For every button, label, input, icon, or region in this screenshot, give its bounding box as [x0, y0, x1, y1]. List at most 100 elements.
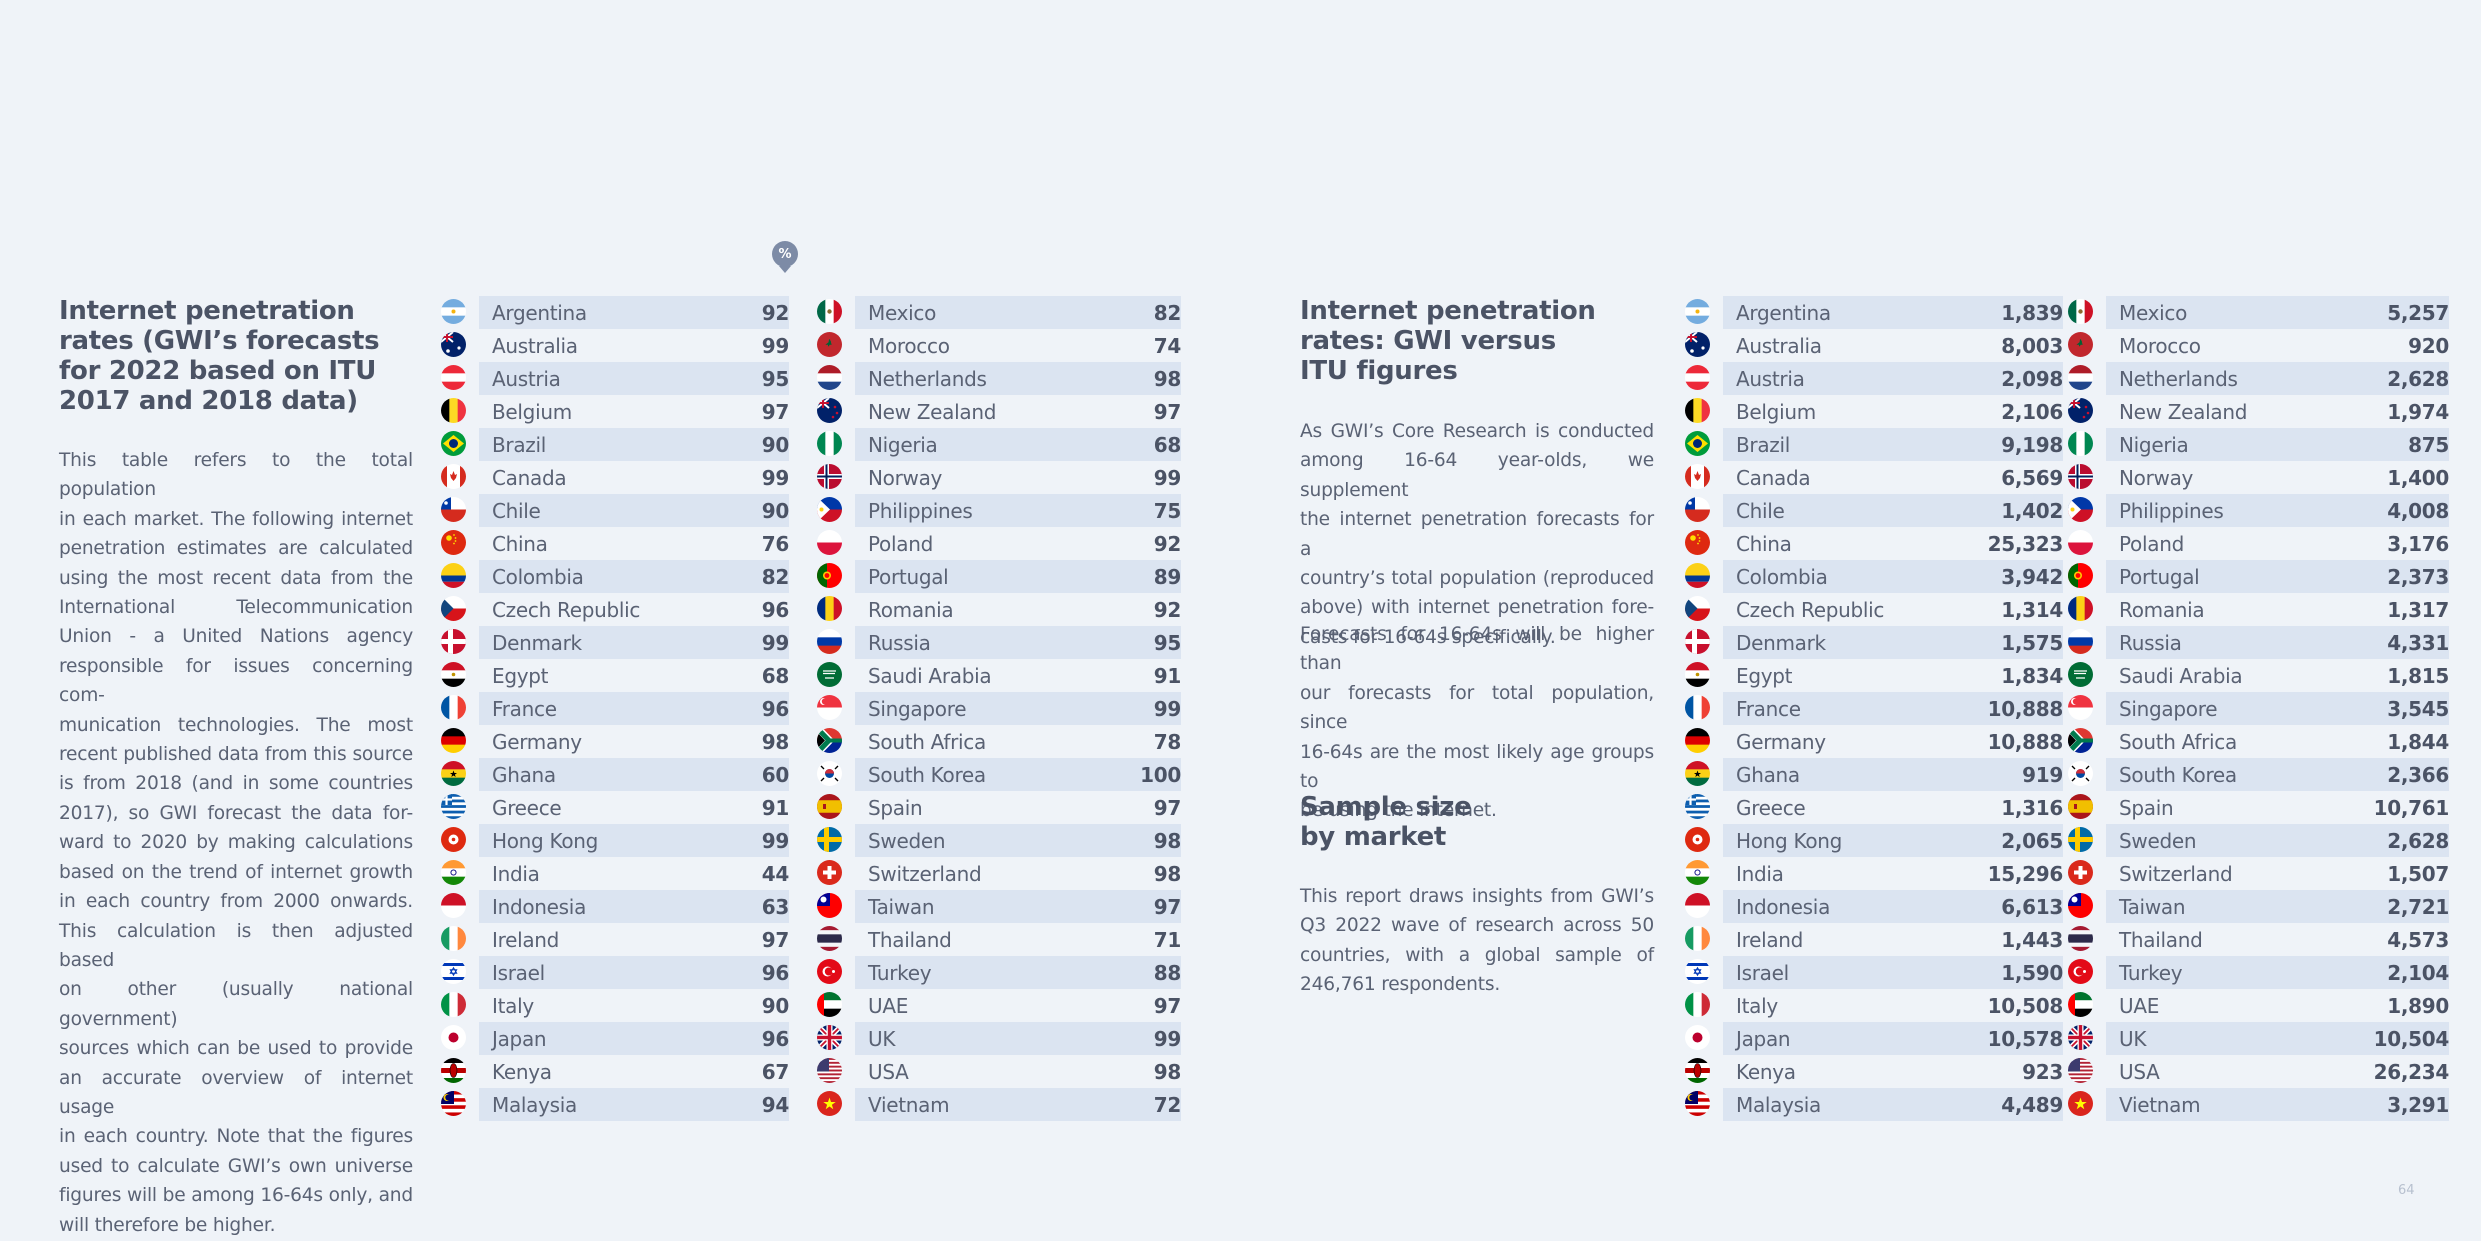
- row-value: 97: [1153, 795, 1182, 820]
- japan-flag-icon: [1685, 1025, 1710, 1050]
- row-cell: Russia 95: [855, 626, 1181, 659]
- row-cell: Netherlands 2,628: [2106, 362, 2449, 395]
- country-name: Brazil: [1736, 432, 1791, 457]
- italy-flag-icon: [441, 992, 466, 1017]
- row-value: 4,331: [2387, 630, 2449, 655]
- nigeria-flag-icon: [2068, 431, 2093, 456]
- row-value: 2,628: [2387, 366, 2449, 391]
- portugal-flag-icon: [817, 563, 842, 588]
- morocco-flag-icon: [2068, 332, 2093, 357]
- row-cell: UAE 1,890: [2106, 989, 2449, 1022]
- country-name: Australia: [1736, 333, 1822, 358]
- row-value: 2,721: [2387, 894, 2449, 919]
- country-name: UAE: [2119, 993, 2160, 1018]
- row-cell: Canada 6,569: [1723, 461, 2063, 494]
- australia-flag-icon: [1685, 332, 1710, 357]
- row-value: 90: [761, 498, 790, 523]
- row-cell: Switzerland 1,507: [2106, 857, 2449, 890]
- nigeria-flag-icon: [817, 431, 842, 456]
- country-name: Malaysia: [1736, 1092, 1821, 1117]
- canada-flag-icon: [1685, 464, 1710, 489]
- poland-flag-icon: [2068, 530, 2093, 555]
- row-cell: India 15,296: [1723, 857, 2063, 890]
- row-value: 5,257: [2387, 300, 2449, 325]
- paragraph-line: on other (usually national government): [59, 979, 413, 1030]
- country-name: UK: [868, 1026, 896, 1051]
- czech-flag-icon: [1685, 596, 1710, 621]
- country-name: Nigeria: [868, 432, 938, 457]
- country-name: Thailand: [2119, 927, 2203, 952]
- row-cell: Romania 1,317: [2106, 593, 2449, 626]
- row-cell: Italy 10,508: [1723, 989, 2063, 1022]
- row-cell: Israel 1,590: [1723, 956, 2063, 989]
- sweden-flag-icon: [817, 827, 842, 852]
- country-name: Austria: [1736, 366, 1805, 391]
- row-cell: Brazil 90: [479, 428, 789, 461]
- country-name: Singapore: [868, 696, 967, 721]
- row-value: 98: [1153, 1059, 1182, 1084]
- country-name: Ghana: [1736, 762, 1800, 787]
- country-name: South Korea: [868, 762, 986, 787]
- row-value: 1,844: [2387, 729, 2449, 754]
- country-name: Netherlands: [868, 366, 987, 391]
- uae-flag-icon: [2068, 992, 2093, 1017]
- greece-flag-icon: [441, 794, 466, 819]
- row-value: 875: [2408, 432, 2449, 457]
- netherlands-flag-icon: [817, 365, 842, 390]
- paragraph-line: This table refers to the total populatio…: [59, 450, 413, 501]
- row-cell: Australia 99: [479, 329, 789, 362]
- country-name: Sweden: [868, 828, 946, 853]
- country-name: Morocco: [868, 333, 950, 358]
- row-cell: UK 10,504: [2106, 1022, 2449, 1055]
- forecasts-description: Forecasts for 16-64s will be higher than…: [1300, 620, 1654, 826]
- row-cell: Turkey 2,104: [2106, 956, 2449, 989]
- morocco-flag-icon: [817, 332, 842, 357]
- row-cell: Spain 97: [855, 791, 1181, 824]
- country-name: Colombia: [1736, 564, 1828, 589]
- country-name: Indonesia: [492, 894, 587, 919]
- row-cell: China 76: [479, 527, 789, 560]
- belgium-flag-icon: [441, 398, 466, 423]
- paragraph-line: using the most recent data from the: [59, 567, 413, 589]
- country-name: India: [492, 861, 540, 886]
- row-cell: Saudi Arabia 91: [855, 659, 1181, 692]
- paragraph-line: will therefore be higher.: [59, 1214, 276, 1236]
- row-cell: Italy 90: [479, 989, 789, 1022]
- marker-pointer-icon: [779, 266, 791, 273]
- ghana-flag-icon: [1685, 761, 1710, 786]
- romania-flag-icon: [817, 596, 842, 621]
- country-name: Israel: [1736, 960, 1789, 985]
- row-value: 3,176: [2387, 531, 2449, 556]
- country-name: Netherlands: [2119, 366, 2238, 391]
- paragraph-line: country’s total population (reproduced: [1300, 568, 1654, 590]
- row-value: 1,443: [2001, 927, 2063, 952]
- country-name: Saudi Arabia: [868, 663, 992, 688]
- row-cell: Saudi Arabia 1,815: [2106, 659, 2449, 692]
- row-value: 6,569: [2001, 465, 2063, 490]
- row-cell: Brazil 9,198: [1723, 428, 2063, 461]
- percent-icon: %: [772, 241, 798, 267]
- country-name: Taiwan: [2119, 894, 2186, 919]
- colombia-flag-icon: [441, 563, 466, 588]
- row-value: 4,489: [2001, 1092, 2063, 1117]
- row-cell: Egypt 68: [479, 659, 789, 692]
- germany-flag-icon: [1685, 728, 1710, 753]
- paragraph-line: This calculation is then adjusted based: [59, 920, 413, 971]
- paragraph-line: recent published data from this source: [59, 744, 413, 766]
- paragraph-line: 2017), so GWI forecast the data for-: [59, 802, 413, 824]
- france-flag-icon: [1685, 695, 1710, 720]
- row-cell: Czech Republic 1,314: [1723, 593, 2063, 626]
- row-value: 6,613: [2001, 894, 2063, 919]
- row-value: 97: [1153, 894, 1182, 919]
- row-cell: Philippines 75: [855, 494, 1181, 527]
- row-value: 78: [1153, 729, 1182, 754]
- country-name: Indonesia: [1736, 894, 1831, 919]
- china-flag-icon: [441, 530, 466, 555]
- saudi-arabia-flag-icon: [2068, 662, 2093, 687]
- hong-kong-flag-icon: [441, 827, 466, 852]
- row-cell: UAE 97: [855, 989, 1181, 1022]
- country-name: Nigeria: [2119, 432, 2189, 457]
- paragraph-line: used to calculate GWI’s own universe: [59, 1155, 413, 1177]
- country-name: Belgium: [1736, 399, 1816, 424]
- indonesia-flag-icon: [441, 893, 466, 918]
